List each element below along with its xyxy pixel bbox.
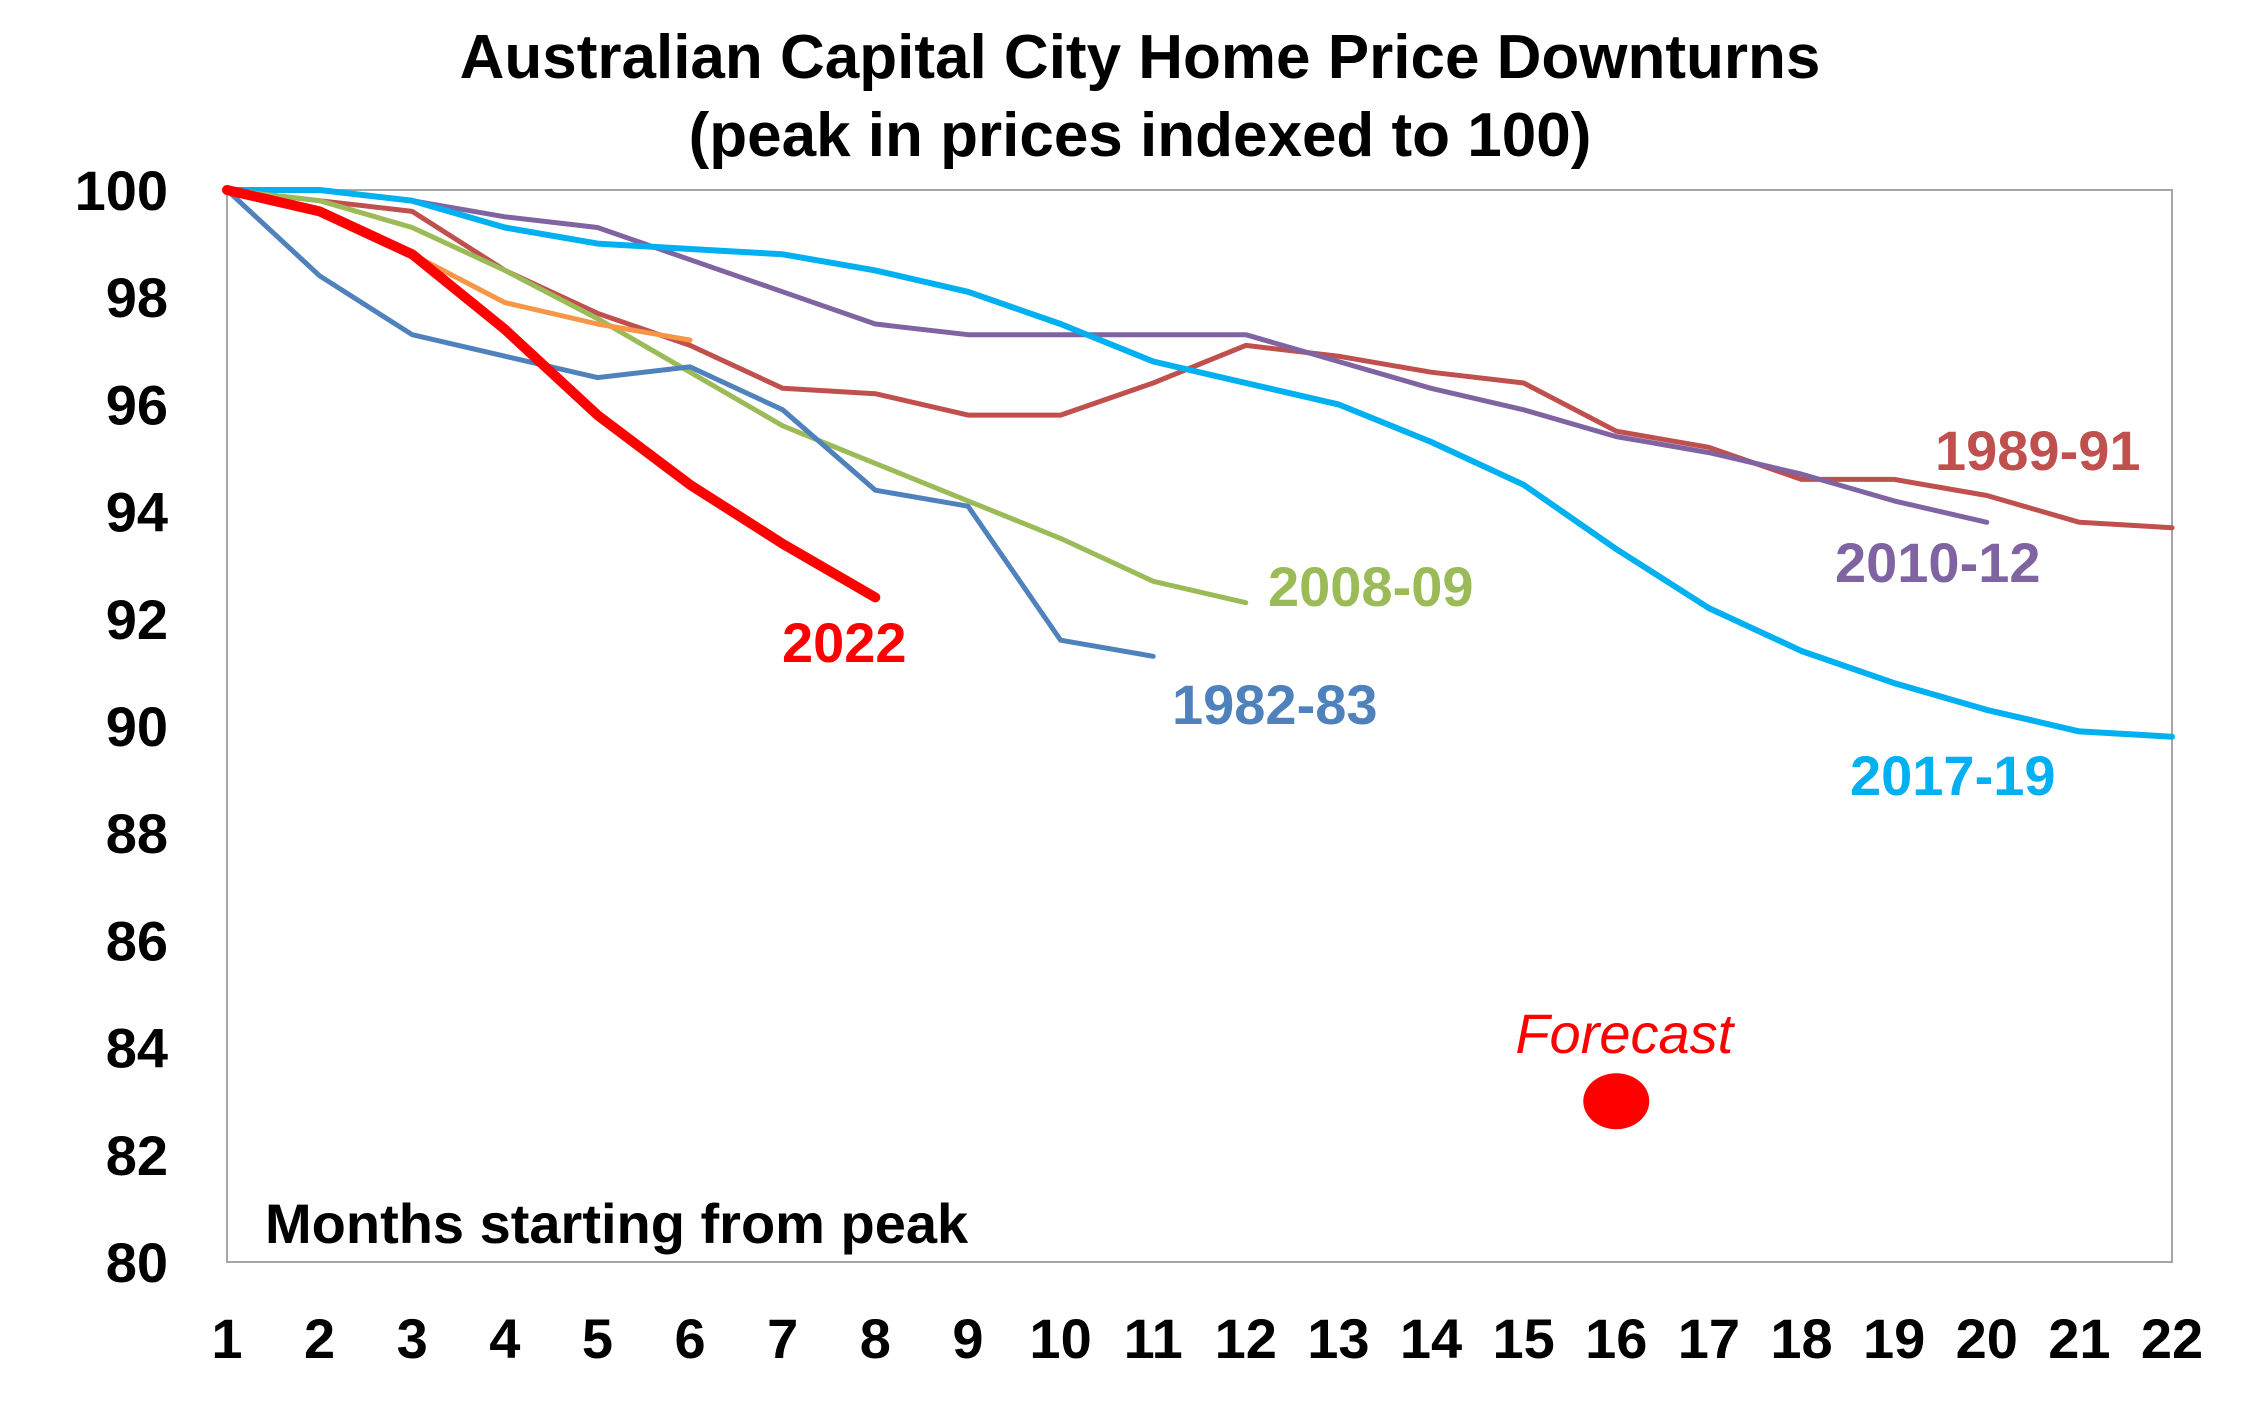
x-tick-label: 10 xyxy=(1029,1307,1091,1370)
chart-subtitle: (peak in prices indexed to 100) xyxy=(689,101,1592,170)
x-tick-label: 13 xyxy=(1307,1307,1369,1370)
x-tick-label: 16 xyxy=(1585,1307,1647,1370)
x-axis-ticks: 1 2 3 4 5 6 7 8 9 10 11 12 13 14 15 16 17 18 19 20 21 22 xyxy=(211,1307,2203,1370)
series-labels: 1989-91 2010-12 2017-19 2008-09 1982-83 2022 xyxy=(782,419,2141,807)
y-tick-label: 92 xyxy=(106,588,168,651)
series-line-2017-19 xyxy=(224,187,2175,740)
annotations: Forecast xyxy=(1515,1002,1736,1130)
x-tick-label: 18 xyxy=(1770,1307,1832,1370)
x-tick-label: 22 xyxy=(2141,1307,2203,1370)
series-line-2010-12 xyxy=(224,187,1990,525)
x-tick-label: 4 xyxy=(489,1307,520,1370)
y-tick-label: 90 xyxy=(106,695,168,758)
x-tick-label: 19 xyxy=(1863,1307,1925,1370)
y-tick-label: 94 xyxy=(106,481,168,544)
x-tick-label: 11 xyxy=(1124,1307,1183,1370)
series-label-2022: 2022 xyxy=(782,611,907,674)
series-label-1982-83: 1982-83 xyxy=(1172,673,1378,736)
y-tick-label: 98 xyxy=(106,266,168,329)
y-tick-label: 86 xyxy=(106,909,168,972)
forecast-label: Forecast xyxy=(1515,1002,1735,1065)
series-lines xyxy=(222,185,2175,740)
y-tick-label: 80 xyxy=(106,1231,168,1294)
y-tick-label: 100 xyxy=(75,159,168,222)
x-tick-label: 5 xyxy=(582,1307,613,1370)
x-tick-label: 20 xyxy=(1956,1307,2018,1370)
x-tick-label: 15 xyxy=(1493,1307,1555,1370)
series-label-2008-09: 2008-09 xyxy=(1268,555,1474,618)
y-tick-label: 84 xyxy=(106,1017,168,1080)
x-tick-label: 12 xyxy=(1215,1307,1277,1370)
series-line-2022 xyxy=(222,185,881,603)
x-tick-label: 17 xyxy=(1678,1307,1740,1370)
series-line-1982-83 xyxy=(224,187,1156,659)
series-line-2008-09 xyxy=(224,187,1249,606)
series-label-2010-12: 2010-12 xyxy=(1835,531,2041,594)
forecast-dot xyxy=(1583,1073,1650,1130)
x-tick-label: 8 xyxy=(860,1307,891,1370)
x-tick-label: 9 xyxy=(952,1307,983,1370)
x-tick-label: 7 xyxy=(767,1307,798,1370)
x-tick-label: 1 xyxy=(211,1307,242,1370)
y-tick-label: 96 xyxy=(106,373,168,436)
y-tick-label: 82 xyxy=(106,1124,168,1187)
x-tick-label: 2 xyxy=(304,1307,335,1370)
x-tick-label: 6 xyxy=(675,1307,706,1370)
x-tick-label: 3 xyxy=(397,1307,428,1370)
x-tick-label: 21 xyxy=(2048,1307,2110,1370)
x-axis-label: Months starting from peak xyxy=(265,1192,969,1255)
series-label-2017-19: 2017-19 xyxy=(1850,744,2056,807)
series-label-1989-91: 1989-91 xyxy=(1935,419,2141,482)
y-tick-label: 88 xyxy=(106,802,168,865)
x-tick-label: 14 xyxy=(1400,1307,1462,1370)
chart-title: Australian Capital City Home Price Downt… xyxy=(460,23,1821,92)
y-axis-ticks: 80 82 84 86 88 90 92 94 96 98 100 xyxy=(75,159,168,1294)
